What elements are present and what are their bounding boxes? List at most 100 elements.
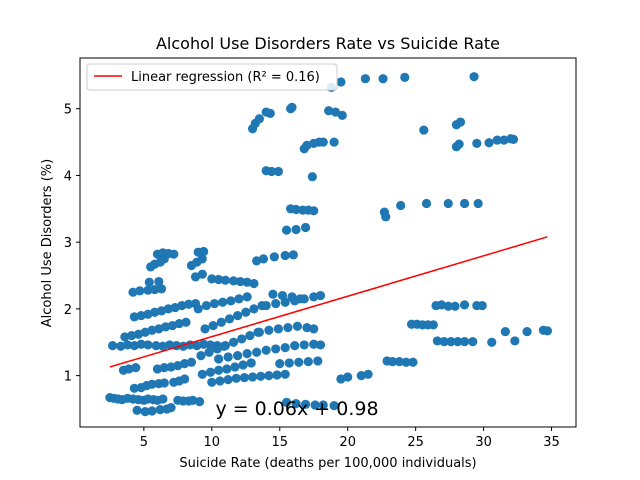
data-point (309, 206, 319, 216)
data-point (242, 292, 252, 302)
data-point (215, 376, 225, 386)
data-point (522, 326, 532, 337)
data-point (318, 137, 328, 147)
data-point (264, 325, 274, 335)
data-point (220, 275, 230, 285)
x-tick-label: 20 (339, 435, 356, 450)
data-point (155, 405, 165, 415)
data-point (238, 360, 248, 370)
data-point (290, 340, 300, 351)
data-point (459, 300, 470, 310)
data-point (197, 369, 207, 379)
data-point (487, 337, 497, 347)
data-point (454, 139, 464, 149)
data-point (132, 405, 142, 415)
data-point (310, 400, 320, 410)
data-point (264, 371, 274, 381)
data-point (356, 371, 366, 381)
data-point (439, 336, 449, 347)
data-point (150, 284, 160, 295)
data-point (484, 138, 494, 148)
data-point (158, 394, 168, 404)
data-point (159, 363, 169, 373)
data-point (277, 290, 288, 301)
data-point (315, 340, 326, 350)
data-point (313, 356, 323, 366)
data-point (421, 198, 432, 209)
data-point (161, 322, 171, 332)
data-point (468, 336, 478, 347)
data-point (143, 285, 153, 295)
data-point (309, 292, 319, 302)
x-tick-label: 10 (204, 435, 221, 450)
data-point (510, 336, 520, 346)
legend-box (86, 63, 338, 91)
data-point (281, 397, 292, 407)
y-axis-label: Alcohol Use Disorders (%) (40, 159, 55, 327)
data-point (287, 292, 297, 302)
data-point (147, 325, 157, 335)
data-point (472, 138, 482, 149)
data-point (542, 326, 553, 336)
data-point (223, 375, 233, 385)
legend-entry: Linear regression (R² = 0.16) (131, 70, 320, 85)
data-point (283, 322, 293, 333)
data-point (209, 298, 220, 309)
data-point (169, 249, 179, 259)
data-point (419, 125, 429, 135)
data-point (220, 340, 230, 351)
y-axis: 1 2 3 4 5 (64, 103, 80, 385)
data-point (271, 344, 281, 354)
data-point (459, 198, 470, 209)
data-point (216, 317, 226, 327)
data-point (453, 336, 463, 347)
data-point (265, 108, 275, 118)
data-point (207, 274, 217, 284)
data-point (249, 304, 259, 314)
data-point (108, 340, 118, 351)
data-point (284, 358, 294, 368)
data-point (197, 269, 207, 279)
data-point (300, 399, 311, 409)
x-tick-label: 30 (475, 435, 492, 450)
data-point (226, 296, 236, 306)
data-point (214, 365, 224, 375)
x-tick-label: 35 (543, 435, 560, 450)
x-tick-label: 25 (407, 435, 424, 450)
data-point (165, 340, 175, 350)
regression-equation: y = 0.06x + 0.98 (215, 398, 378, 420)
data-point (307, 172, 317, 182)
data-point (459, 336, 470, 347)
data-point (469, 72, 479, 82)
data-point (199, 246, 209, 257)
data-point (154, 276, 164, 287)
data-point (280, 250, 290, 261)
data-point (230, 362, 240, 372)
data-point (508, 134, 519, 145)
data-point (300, 222, 311, 233)
data-point (261, 300, 271, 311)
data-point (197, 254, 207, 264)
x-axis: 5 10 15 20 25 30 35 (140, 427, 560, 450)
data-point (136, 310, 146, 321)
data-point (294, 357, 304, 367)
data-point (207, 377, 217, 387)
data-point (336, 77, 346, 87)
data-point (473, 198, 483, 209)
legend: Linear regression (R² = 0.16) (86, 63, 338, 91)
data-point (239, 373, 250, 383)
data-point (387, 357, 398, 367)
data-point (228, 337, 239, 347)
data-point (233, 310, 243, 321)
data-point (295, 294, 305, 304)
data-point (249, 278, 259, 289)
data-point (247, 372, 258, 382)
data-point (241, 307, 251, 317)
regression-line (109, 236, 548, 368)
data-point (291, 399, 301, 409)
y-tick-label: 5 (64, 103, 72, 118)
data-point (291, 224, 301, 235)
data-point (261, 345, 271, 355)
data-point (428, 320, 438, 330)
data-point (309, 324, 319, 334)
